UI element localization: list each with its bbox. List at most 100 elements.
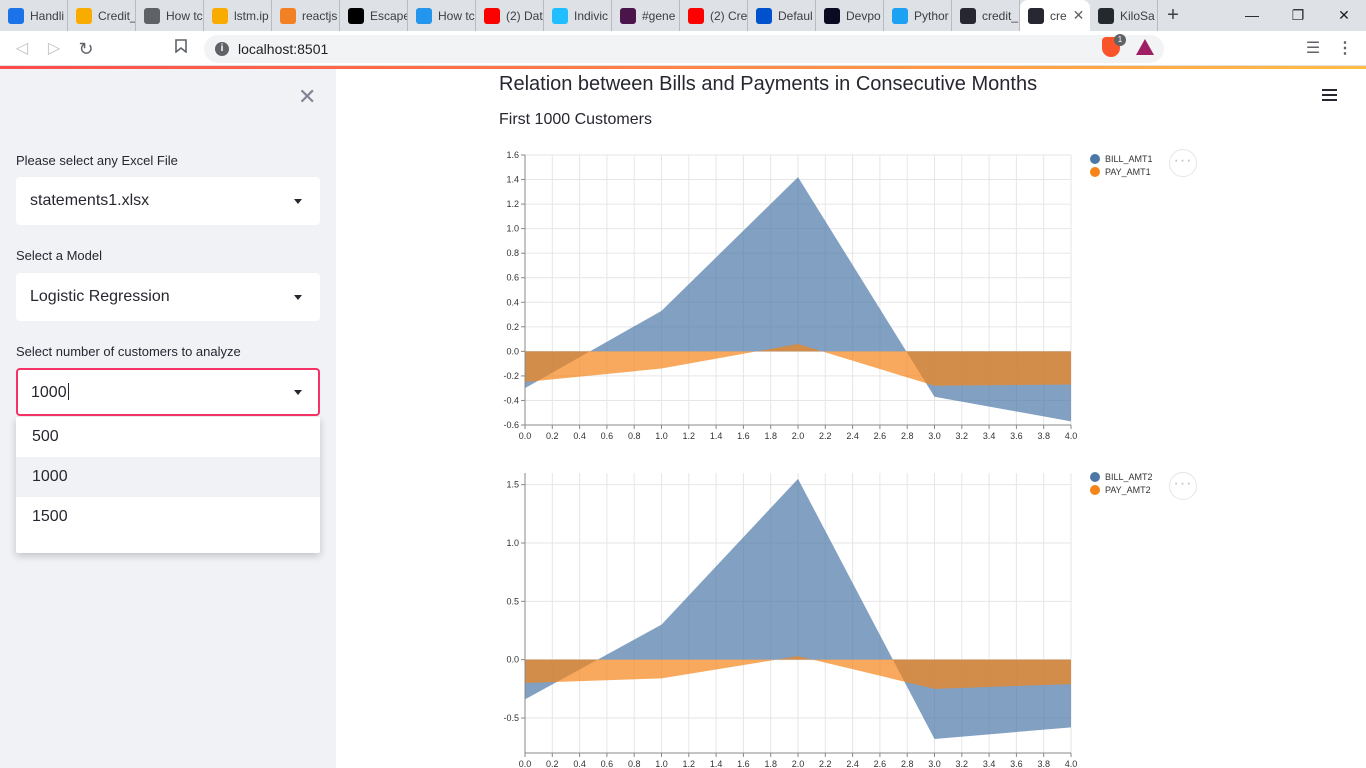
x-tick-label: 0.6 — [601, 431, 614, 441]
dropdown-option-1500[interactable]: 1500 — [32, 508, 68, 525]
brave-rewards-icon[interactable] — [1136, 39, 1154, 55]
browser-toolbar: ◁ ▷ ↻ i localhost:8501 1 ☰ ⋮ — [0, 31, 1366, 66]
file-select-label: Please select any Excel File — [16, 153, 178, 168]
area-series-pay_amt1 — [525, 344, 1071, 386]
y-tick-label: 0.2 — [506, 322, 519, 332]
model-select-label: Select a Model — [16, 248, 102, 263]
chart-actions-button[interactable]: ··· — [1169, 472, 1197, 500]
tab-favicon-icon — [756, 7, 772, 24]
hamburger-menu-icon[interactable] — [1322, 89, 1337, 102]
close-sidebar-icon[interactable]: ✕ — [298, 84, 317, 109]
file-select-value: statements1.xlsx — [30, 192, 150, 209]
chart-bill-pay-2: -0.5 0.0 0.5 1.0 1.5 0.0 0.2 0.4 0.6 0.8 1.0 1.2 1.4… — [503, 473, 1077, 768]
browser-tab[interactable]: lstm.ip — [204, 0, 272, 31]
close-tab-icon[interactable]: ✕ — [1072, 7, 1085, 23]
browser-tab[interactable]: Credit_ — [68, 0, 136, 31]
browser-menu-icon[interactable]: ⋮ — [1337, 40, 1353, 57]
browser-tab[interactable]: Pythor — [884, 0, 952, 31]
legend-item: PAY_AMT1 — [1090, 167, 1151, 177]
x-tick-label: 1.2 — [683, 759, 696, 768]
app-header-decoration — [0, 66, 1366, 69]
tab-label: reactjs — [302, 8, 338, 23]
x-tick-label: 1.4 — [710, 759, 723, 768]
minimize-button[interactable]: — — [1245, 7, 1259, 23]
back-icon[interactable]: ◁ — [15, 40, 29, 57]
x-tick-label: 0.8 — [628, 759, 641, 768]
tab-label: credit_ — [982, 8, 1019, 23]
media-control-icon[interactable]: ☰ — [1305, 40, 1321, 57]
tab-favicon-icon — [960, 7, 976, 24]
forward-icon[interactable]: ▷ — [47, 40, 61, 57]
legend-label: PAY_AMT1 — [1105, 167, 1151, 177]
tab-label: (2) Dat — [506, 8, 543, 23]
browser-tab[interactable]: Indivic — [544, 0, 612, 31]
tab-favicon-icon — [76, 7, 92, 24]
browser-tab[interactable]: cre ✕ — [1020, 0, 1090, 31]
x-tick-label: 1.6 — [737, 431, 750, 441]
dropdown-option-1000[interactable]: 1000 — [16, 457, 320, 497]
restore-button[interactable]: ❐ — [1291, 7, 1305, 23]
model-select-value: Logistic Regression — [30, 288, 170, 305]
y-tick-label: 1.0 — [506, 224, 519, 234]
x-tick-label: 2.6 — [874, 759, 887, 768]
y-tick-label: -0.2 — [503, 371, 519, 381]
legend-item: BILL_AMT1 — [1090, 154, 1153, 164]
browser-tab[interactable]: How tc — [136, 0, 204, 31]
y-tick-label: 1.5 — [506, 480, 519, 490]
customers-dropdown-menu: 500 1000 1500 — [16, 417, 320, 553]
browser-tab-strip: Handli Credit_ How tc lstm.ip reactjs Escape H… — [0, 0, 1366, 31]
site-info-icon[interactable]: i — [215, 42, 229, 56]
tab-label: Indivic — [574, 8, 609, 23]
y-tick-label: -0.5 — [503, 713, 519, 723]
bookmark-icon[interactable] — [170, 38, 192, 60]
browser-tab[interactable]: KiloSa — [1090, 0, 1158, 31]
x-tick-label: 2.4 — [846, 431, 859, 441]
browser-tab[interactable]: Escape — [340, 0, 408, 31]
tab-favicon-icon — [620, 7, 636, 24]
text-cursor — [67, 383, 69, 400]
browser-tab[interactable]: Devpo — [816, 0, 884, 31]
customers-select[interactable]: 1000 — [16, 368, 320, 416]
x-tick-label: 1.8 — [764, 759, 777, 768]
x-tick-label: 1.0 — [655, 759, 668, 768]
tab-favicon-icon — [552, 7, 568, 24]
x-tick-label: 1.8 — [764, 431, 777, 441]
tab-favicon-icon — [688, 7, 704, 24]
y-tick-label: 0.6 — [506, 273, 519, 283]
address-bar[interactable]: i localhost:8501 — [204, 35, 1164, 63]
model-select[interactable]: Logistic Regression — [16, 273, 320, 321]
x-tick-label: 0.6 — [601, 759, 614, 768]
chart-actions-button[interactable]: ··· — [1169, 149, 1197, 177]
tab-favicon-icon — [1098, 7, 1114, 24]
tab-favicon-icon — [892, 7, 908, 24]
x-tick-label: 1.6 — [737, 759, 750, 768]
tab-favicon-icon — [416, 7, 432, 24]
dropdown-option-500[interactable]: 500 — [32, 428, 59, 445]
reload-icon[interactable]: ↻ — [78, 39, 94, 59]
new-tab-button[interactable]: + — [1167, 4, 1179, 26]
tab-favicon-icon — [144, 7, 160, 24]
browser-tab[interactable]: reactjs — [272, 0, 340, 31]
x-tick-label: 3.0 — [928, 431, 941, 441]
close-window-button[interactable]: ✕ — [1338, 7, 1350, 23]
legend-dot — [1090, 167, 1100, 177]
y-tick-label: 1.4 — [506, 175, 519, 185]
y-tick-label: 0.0 — [506, 655, 519, 665]
browser-tab[interactable]: credit_ — [952, 0, 1020, 31]
tab-favicon-icon — [824, 7, 840, 24]
browser-tab[interactable]: (2) Dat — [476, 0, 544, 31]
browser-tab[interactable]: Handli — [0, 0, 68, 31]
browser-tab[interactable]: How tc — [408, 0, 476, 31]
browser-tab[interactable]: (2) Cre — [680, 0, 748, 31]
x-tick-label: 0.0 — [519, 759, 532, 768]
x-tick-label: 3.6 — [1010, 759, 1023, 768]
tab-label: Handli — [30, 8, 65, 23]
x-tick-label: 2.2 — [819, 431, 832, 441]
file-select[interactable]: statements1.xlsx — [16, 177, 320, 225]
browser-tab[interactable]: Defaul — [748, 0, 816, 31]
browser-tab[interactable]: #gene — [612, 0, 680, 31]
y-tick-label: 0.5 — [506, 596, 519, 606]
tab-label: How tc — [166, 8, 203, 23]
x-tick-label: 1.4 — [710, 431, 723, 441]
x-tick-label: 0.8 — [628, 431, 641, 441]
